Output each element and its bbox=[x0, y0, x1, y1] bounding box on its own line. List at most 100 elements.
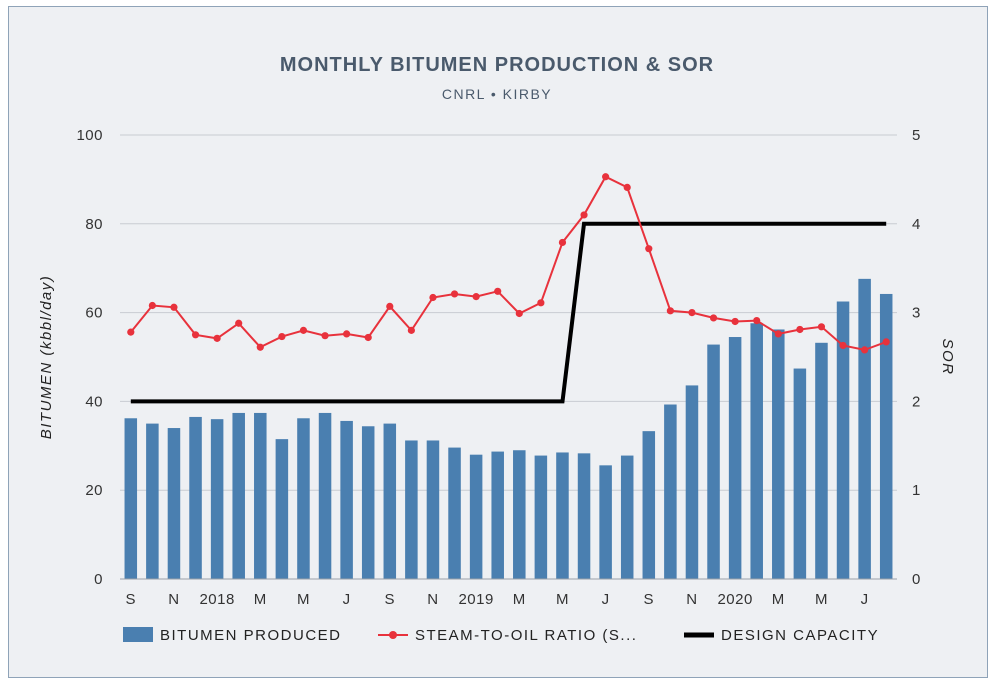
sor-point bbox=[645, 245, 653, 253]
y-right-tick-label: 5 bbox=[912, 127, 921, 144]
sor-point bbox=[321, 332, 329, 340]
y-left-tick-label: 100 bbox=[76, 127, 103, 144]
bar bbox=[146, 423, 159, 579]
sor-point bbox=[709, 314, 718, 322]
sor-point bbox=[278, 332, 286, 341]
chart-subtitle: CNRL • KIRBY bbox=[442, 86, 552, 102]
legend-swatch-bitumen bbox=[123, 627, 153, 642]
bar bbox=[232, 412, 245, 579]
x-tick-label: M bbox=[772, 591, 785, 608]
bar bbox=[318, 412, 332, 579]
bar bbox=[275, 439, 289, 579]
legend-swatch-sor-marker bbox=[389, 631, 397, 639]
sor-point bbox=[148, 301, 156, 310]
bar bbox=[124, 418, 138, 579]
bar bbox=[620, 455, 634, 579]
x-tick-label: S bbox=[385, 591, 396, 608]
chart-title: MONTHLY BITUMEN PRODUCTION & SOR bbox=[280, 54, 714, 76]
sor-line bbox=[130, 175, 887, 351]
sor-point bbox=[299, 326, 308, 334]
x-axis: S N 2018 M M J S N 2019 M M J S N 2020 M M J bbox=[120, 578, 897, 608]
y-axis-left: 0 20 40 60 80 100 bbox=[76, 127, 103, 588]
sor-point bbox=[861, 346, 869, 354]
bar bbox=[534, 455, 548, 579]
sor-point bbox=[364, 333, 372, 342]
bar bbox=[707, 344, 720, 579]
y-right-tick-label: 2 bbox=[912, 393, 921, 410]
x-tick-label: J bbox=[861, 591, 869, 608]
sor-point bbox=[429, 293, 437, 302]
y-left-tick-label: 40 bbox=[85, 393, 103, 410]
bar bbox=[426, 440, 440, 579]
bar bbox=[469, 454, 483, 579]
x-tick-label: N bbox=[427, 591, 438, 608]
sor-point bbox=[343, 330, 351, 338]
sor-point bbox=[817, 323, 826, 331]
bar bbox=[750, 323, 763, 579]
y-right-tick-label: 3 bbox=[912, 305, 921, 322]
bar bbox=[254, 412, 267, 579]
design-capacity-line bbox=[130, 221, 887, 404]
y-right-tick-label: 0 bbox=[912, 571, 921, 588]
bar bbox=[642, 431, 656, 579]
sor-point bbox=[882, 338, 890, 346]
bar bbox=[836, 301, 850, 579]
sor-point bbox=[558, 238, 567, 247]
bar bbox=[491, 451, 504, 579]
x-tick-label: S bbox=[126, 591, 137, 608]
bar bbox=[685, 385, 699, 579]
sor-point bbox=[731, 317, 739, 326]
y-left-tick-label: 80 bbox=[85, 216, 103, 233]
sor-point bbox=[666, 307, 674, 315]
sor-point bbox=[256, 343, 264, 351]
bar bbox=[858, 278, 871, 579]
x-tick-label: M bbox=[556, 591, 569, 608]
design-capacity-series bbox=[130, 221, 887, 404]
bar bbox=[879, 293, 893, 579]
bar bbox=[167, 428, 181, 579]
bar bbox=[815, 342, 828, 579]
sor-point bbox=[796, 325, 804, 334]
bar bbox=[210, 419, 224, 579]
bar bbox=[577, 453, 591, 579]
x-tick-label: M bbox=[815, 591, 828, 608]
y-left-tick-label: 20 bbox=[85, 482, 103, 499]
sor-point bbox=[753, 316, 761, 325]
x-tick-label: M bbox=[513, 591, 526, 608]
legend-label-sor: STEAM-TO-OIL RATIO (S... bbox=[415, 627, 637, 644]
bar bbox=[513, 450, 526, 579]
y-axis-left-title: BITUMEN (kbbl/day) bbox=[38, 275, 55, 440]
x-tick-label: J bbox=[602, 591, 610, 608]
bar bbox=[297, 418, 310, 579]
sor-point bbox=[170, 303, 178, 311]
sor-point bbox=[688, 309, 696, 317]
y-left-tick-label: 0 bbox=[94, 571, 103, 588]
x-tick-label: N bbox=[168, 591, 179, 608]
sor-point bbox=[450, 290, 459, 298]
x-tick-label: M bbox=[297, 591, 310, 608]
x-tick-label: M bbox=[254, 591, 267, 608]
bar bbox=[772, 329, 785, 579]
y-axis-right-title: SOR bbox=[939, 338, 956, 375]
y-right-tick-label: 4 bbox=[912, 216, 921, 233]
sor-point bbox=[537, 299, 545, 307]
bar bbox=[793, 368, 807, 579]
bar bbox=[556, 452, 569, 579]
y-right-tick-label: 1 bbox=[912, 482, 921, 499]
x-tick-label: 2018 bbox=[199, 591, 234, 608]
y-axis-right: 0 1 2 3 4 5 bbox=[912, 127, 921, 588]
bar bbox=[448, 447, 461, 579]
sor-point bbox=[191, 331, 200, 339]
bar bbox=[664, 404, 677, 579]
bar-series bbox=[124, 278, 893, 579]
legend: BITUMEN PRODUCED STEAM-TO-OIL RATIO (S...… bbox=[123, 627, 879, 644]
sor-point bbox=[472, 293, 480, 301]
legend-label-design: DESIGN CAPACITY bbox=[721, 627, 879, 644]
sor-point bbox=[515, 309, 523, 318]
sor-point bbox=[127, 328, 135, 336]
x-tick-label: S bbox=[644, 591, 655, 608]
bar bbox=[599, 465, 612, 579]
sor-series bbox=[127, 173, 890, 354]
sor-point bbox=[623, 183, 631, 191]
x-tick-label: 2020 bbox=[717, 591, 752, 608]
